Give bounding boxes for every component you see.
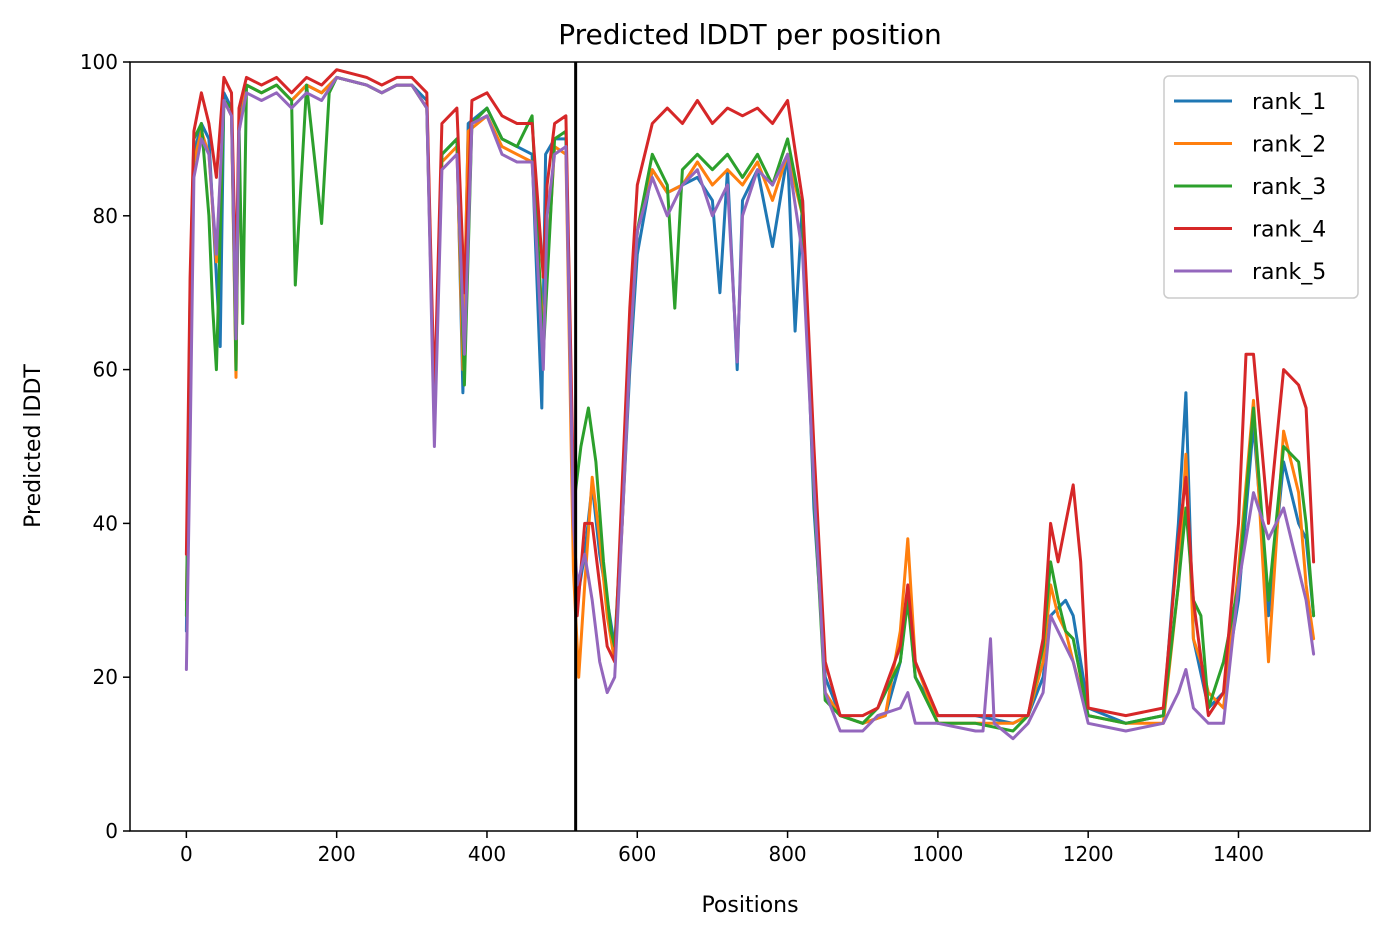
y-tick-label: 20: [93, 665, 118, 689]
legend-label-rank-3: rank_3: [1252, 175, 1326, 200]
plot-frame: [129, 61, 1371, 832]
legend-frame: [1163, 75, 1359, 299]
x-tick-label: 1400: [1213, 842, 1264, 866]
x-axis-ticks: 0 200 400 600 800 1000 1200 1400: [180, 831, 1264, 866]
x-tick-label: 1000: [912, 842, 963, 866]
x-tick-label: 0: [180, 842, 193, 866]
legend: rank_1 rank_2 rank_3 rank_4 rank_5: [1163, 75, 1359, 299]
y-tick-label: 40: [93, 511, 118, 535]
legend-label-rank-2: rank_2: [1252, 133, 1326, 158]
x-tick-label: 200: [318, 842, 356, 866]
x-tick-label: 400: [468, 842, 506, 866]
series-line-rank-4: [184, 68, 1316, 718]
x-axis-label: Positions: [701, 893, 798, 918]
y-tick-label: 80: [93, 204, 118, 228]
legend-label-rank-4: rank_4: [1252, 218, 1326, 243]
chart-title: Predicted lDDT per position: [558, 18, 942, 51]
legend-label-rank-1: rank_1: [1252, 90, 1326, 115]
x-tick-label: 800: [768, 842, 806, 866]
x-tick-label: 1200: [1063, 842, 1114, 866]
y-tick-label: 60: [93, 358, 118, 382]
legend-label-rank-5: rank_5: [1252, 260, 1326, 285]
legend-items: rank_1 rank_2 rank_3 rank_4 rank_5: [1174, 90, 1326, 285]
y-axis-label: Predicted lDDT: [21, 364, 46, 528]
series-lines: [184, 68, 1316, 741]
series-line-rank-5: [184, 75, 1316, 741]
x-tick-label: 600: [618, 842, 656, 866]
y-axis-ticks: 0 20 40 60 80 100: [80, 50, 130, 843]
y-tick-label: 100: [80, 50, 118, 74]
y-tick-label: 0: [105, 819, 118, 843]
